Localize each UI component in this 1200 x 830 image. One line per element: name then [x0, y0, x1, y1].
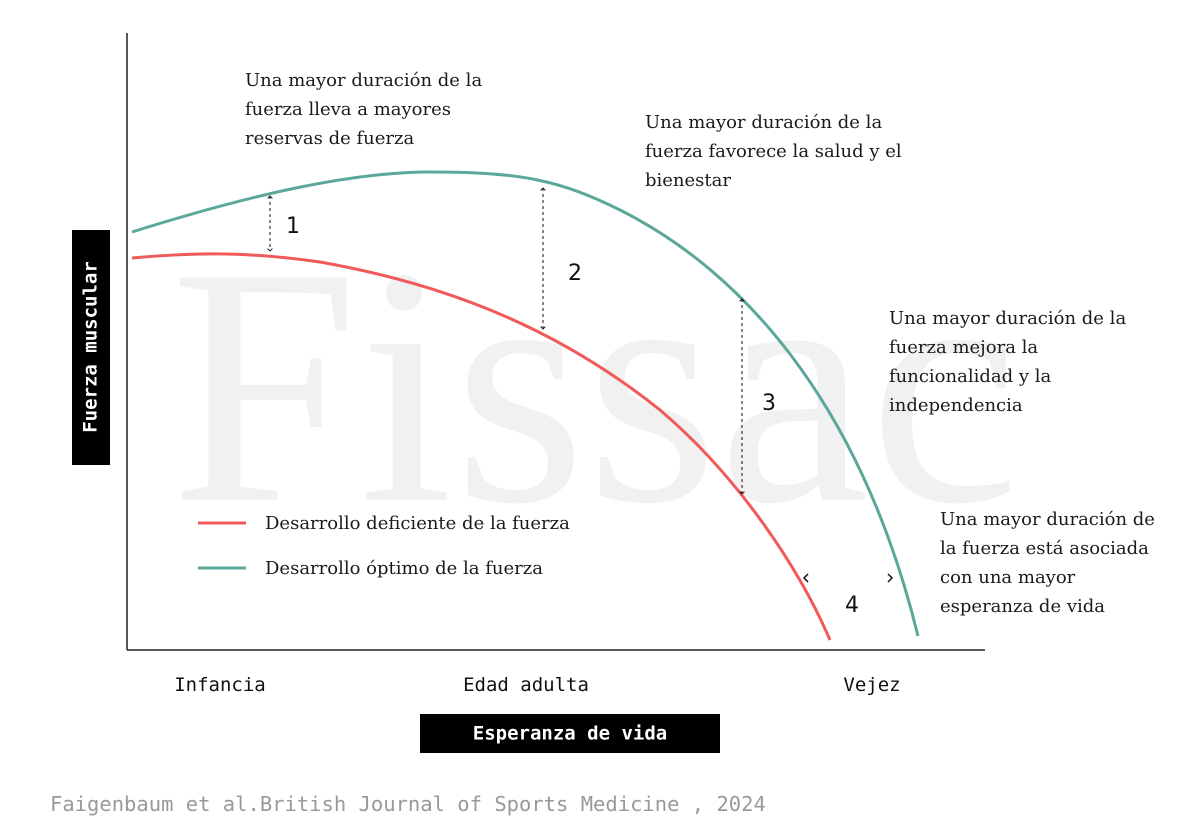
legend-label: Desarrollo óptimo de la fuerza	[265, 558, 543, 579]
legend-label: Desarrollo deficiente de la fuerza	[265, 513, 570, 534]
annotation-line: Una mayor duración de	[940, 509, 1155, 530]
annotation-line: fuerza favorece la salud y el	[645, 141, 902, 162]
gap-chevrons	[802, 573, 894, 583]
annotation-line: reservas de fuerza	[245, 128, 415, 149]
source: Faigenbaum et al.British Journal of Spor…	[50, 792, 766, 816]
marker: 4	[845, 593, 859, 618]
x-label-box	[420, 714, 720, 753]
annotation-line: funcionalidad y la	[889, 366, 1052, 387]
annotation-line: independencia	[889, 395, 1023, 416]
optimal-curve	[131, 170, 920, 637]
annotation-line: fuerza mejora la	[889, 337, 1038, 358]
y-label-box	[72, 230, 110, 465]
annotation-line: con una mayor	[940, 567, 1076, 588]
annotation-line: esperanza de vida	[940, 596, 1105, 617]
marker: 3	[762, 391, 776, 416]
marker: 1	[286, 214, 300, 239]
marker: 2	[568, 261, 582, 286]
x-category: Edad adulta	[463, 674, 589, 696]
x-axis-label: Esperanza de vida	[473, 723, 667, 745]
annotation-line: Una mayor duración de la	[245, 70, 482, 91]
annotation-line: Una mayor duración de la	[889, 308, 1126, 329]
annotation-line: la fuerza está asociada	[940, 538, 1149, 559]
annotation-line: fuerza lleva a mayores	[245, 99, 451, 120]
annotation-line: bienestar	[645, 170, 731, 191]
deficient-curve	[131, 252, 832, 641]
x-category: Infancia	[174, 674, 266, 696]
annotation-line: Una mayor duración de la	[645, 112, 882, 133]
y-axis-label: Fuerza muscular	[80, 261, 102, 433]
x-category: Vejez	[843, 674, 900, 696]
